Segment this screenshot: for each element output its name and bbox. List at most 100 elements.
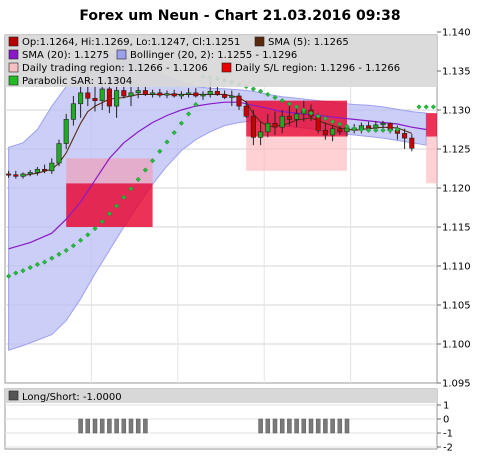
sar-dot [128,186,134,192]
candle-body [200,94,206,97]
sar-dot [272,94,278,101]
candle-body [27,172,33,175]
sar-dot [286,101,292,107]
candle-body [92,98,98,101]
legend-box [5,35,437,87]
long-short-bar [279,418,285,434]
candle-body [178,94,184,97]
legend-label: Bollinger (20, 2): 1.1255 - 1.1296 [130,50,297,61]
legend-swatch [221,62,232,73]
candle-body [366,125,372,129]
sar-dot [308,110,314,116]
ls-tick-label: -1 [443,429,453,440]
candle-body [56,143,62,164]
long-short-bar [323,418,328,434]
long-short-bar [135,418,141,434]
long-short-bar [114,418,119,434]
trade-regions [66,100,437,227]
candle-body [142,90,148,95]
sar-dot [171,130,177,136]
candle-body [49,162,55,172]
sar-dot [344,123,350,129]
candle-body [186,92,192,95]
sar-dot [92,225,98,232]
candle-body [34,168,40,173]
long-short-bar [85,418,91,434]
chart-title: Forex um Neun - Chart 21.03.2016 09:38 [79,8,400,24]
sar-dot [49,255,55,261]
sar-dot [337,121,343,127]
candle-body [409,137,415,149]
ls-tick-label: 0 [443,415,449,426]
sar-dot [135,176,141,183]
candle-body [337,128,343,133]
candle-body [114,90,120,107]
sar-dot [106,211,112,217]
candle-body [70,103,76,120]
candle-body [78,92,84,105]
legend-swatch [8,62,19,73]
region-trading [246,136,347,171]
candle-body [85,92,91,99]
legend-swatch [8,49,19,60]
sar-dot [27,264,33,271]
legend-label: SMA (5): 1.1265 [268,37,349,48]
sar-dot [114,203,120,209]
legend-swatch [8,75,19,86]
sar-dot [358,126,364,133]
sar-dot [78,237,84,243]
candle-body [272,122,278,128]
candle-body [258,131,264,138]
long-short-bar [128,418,134,434]
candle-body [6,173,12,176]
long-short-grid [5,404,437,448]
legend-label: Daily trading region: 1.1266 - 1.1206 [22,63,208,74]
sar-dot [258,88,264,94]
candle-body [150,92,156,95]
sar-dot [63,247,69,253]
ls-tick-label: 1 [443,401,449,412]
y-tick-label: 1.120 [442,184,471,195]
sar-dot [178,120,184,126]
candle-body [402,133,408,139]
sar-dot [70,243,76,249]
candle-body [128,92,134,97]
candle-body [193,92,199,97]
y-tick-label: 1.140 [442,28,471,39]
long-short-bar [92,418,98,434]
candle-body [63,119,69,144]
y-tick-label: 1.115 [442,223,471,234]
sar-dot [351,126,357,132]
y-tick-label: 1.105 [442,301,471,312]
candle-body [121,90,127,97]
candle-body [330,128,336,136]
legend-swatch [254,36,265,47]
legend-label: SMA (20): 1.1275 [22,50,109,61]
y-tick-label: 1.100 [442,340,471,351]
long-short-ticks: 1 0 -1 -2 [437,401,453,454]
legend-swatch [116,49,127,60]
sar-dot [330,119,336,125]
sar-dot [6,273,12,279]
candle-body [42,168,48,172]
sar-dot [294,104,300,110]
long-short-bar [258,418,263,434]
sar-dot [315,113,321,119]
long-short-bar [330,418,335,434]
long-short-bar [301,418,307,434]
long-short-label: Long/Short: -1.0000 [22,392,122,403]
candle-body [286,115,292,120]
sar-dot [265,91,271,97]
candle-body [236,95,242,107]
long-short-bar [294,418,299,434]
long-short-bar [143,418,148,434]
sar-dot [416,104,422,110]
y-tick-label: 1.135 [442,67,471,78]
sar-dot [164,139,170,145]
sar-dot [430,104,436,110]
long-short-bar [78,418,83,434]
ls-tick-label: -2 [443,443,453,454]
candle-body [20,173,26,177]
candle-body [322,129,328,136]
